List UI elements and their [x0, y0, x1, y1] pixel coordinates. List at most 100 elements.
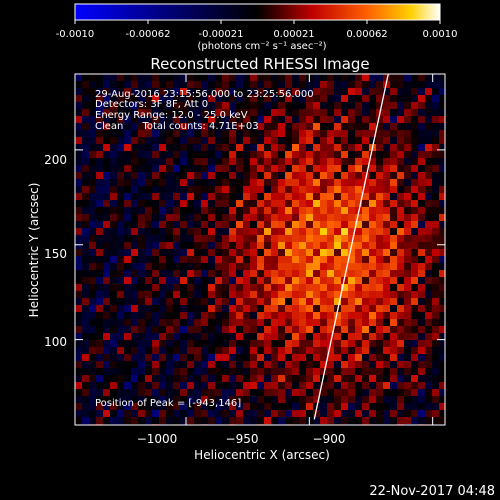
- heatmap-cell: [257, 88, 265, 96]
- heatmap-cell: [250, 291, 258, 299]
- heatmap-cell: [215, 270, 223, 278]
- heatmap-cell: [376, 312, 384, 320]
- heatmap-cell: [425, 410, 433, 418]
- heatmap-cell: [236, 312, 244, 320]
- heatmap-cell: [404, 214, 412, 222]
- heatmap-cell: [306, 256, 314, 264]
- heatmap-cell: [362, 333, 370, 341]
- heatmap-cell: [159, 347, 167, 355]
- heatmap-cell: [166, 158, 174, 166]
- heatmap-cell: [299, 347, 307, 355]
- heatmap-cell: [425, 354, 433, 362]
- heatmap-cell: [89, 242, 97, 250]
- heatmap-cell: [425, 116, 433, 124]
- heatmap-cell: [278, 88, 286, 96]
- heatmap-cell: [334, 319, 342, 327]
- heatmap-cell: [299, 326, 307, 334]
- heatmap-cell: [376, 368, 384, 376]
- heatmap-cell: [201, 256, 209, 264]
- heatmap-cell: [404, 130, 412, 138]
- heatmap-cell: [124, 410, 132, 418]
- heatmap-cell: [117, 165, 125, 173]
- heatmap-cell: [82, 396, 90, 404]
- heatmap-cell: [110, 165, 118, 173]
- heatmap-cell: [117, 403, 125, 411]
- heatmap-cell: [397, 284, 405, 292]
- heatmap-cell: [341, 270, 349, 278]
- heatmap-cell: [138, 361, 146, 369]
- heatmap-cell: [327, 207, 335, 215]
- heatmap-cell: [432, 368, 440, 376]
- heatmap-cell: [124, 193, 132, 201]
- heatmap-cell: [341, 158, 349, 166]
- heatmap-cell: [173, 312, 181, 320]
- heatmap-cell: [110, 319, 118, 327]
- heatmap-cell: [341, 305, 349, 313]
- heatmap-cell: [418, 410, 426, 418]
- heatmap-cell: [124, 396, 132, 404]
- heatmap-cell: [362, 277, 370, 285]
- heatmap-cell: [362, 221, 370, 229]
- heatmap-cell: [166, 123, 174, 131]
- heatmap-cell: [383, 186, 391, 194]
- heatmap-cell: [299, 214, 307, 222]
- heatmap-cell: [348, 389, 356, 397]
- heatmap-cell: [355, 410, 363, 418]
- heatmap-cell: [348, 326, 356, 334]
- heatmap-cell: [390, 179, 398, 187]
- heatmap-cell: [348, 249, 356, 257]
- heatmap-cell: [131, 109, 139, 117]
- heatmap-cell: [96, 137, 104, 145]
- heatmap-cell: [145, 102, 153, 110]
- heatmap-cell: [404, 403, 412, 411]
- heatmap-cell: [334, 179, 342, 187]
- heatmap-cell: [152, 382, 160, 390]
- heatmap-cell: [348, 312, 356, 320]
- heatmap-cell: [250, 375, 258, 383]
- heatmap-cell: [264, 116, 272, 124]
- heatmap-cell: [369, 102, 377, 110]
- heatmap-cell: [341, 368, 349, 376]
- heatmap-cell: [278, 151, 286, 159]
- heatmap-cell: [89, 382, 97, 390]
- heatmap-cell: [131, 326, 139, 334]
- heatmap-cell: [180, 361, 188, 369]
- heatmap-cell: [432, 151, 440, 159]
- heatmap-cell: [306, 382, 314, 390]
- heatmap-cell: [82, 249, 90, 257]
- heatmap-cell: [201, 305, 209, 313]
- heatmap-cell: [341, 74, 349, 82]
- heatmap-cell: [418, 102, 426, 110]
- heatmap-cell: [425, 256, 433, 264]
- heatmap-cell: [138, 137, 146, 145]
- heatmap-cell: [355, 312, 363, 320]
- heatmap-cell: [432, 277, 440, 285]
- heatmap-cell: [222, 186, 230, 194]
- heatmap-cell: [299, 333, 307, 341]
- heatmap-cell: [152, 403, 160, 411]
- heatmap-cell: [229, 151, 237, 159]
- heatmap-cell: [278, 333, 286, 341]
- heatmap-cell: [264, 340, 272, 348]
- heatmap-cell: [222, 137, 230, 145]
- heatmap-cell: [313, 319, 321, 327]
- heatmap-cell: [215, 200, 223, 208]
- heatmap-cell: [145, 382, 153, 390]
- x-axis-label: Heliocentric X (arcsec): [194, 448, 330, 462]
- heatmap-cell: [348, 81, 356, 89]
- heatmap-cell: [439, 403, 445, 411]
- heatmap-cell: [222, 144, 230, 152]
- heatmap-cell: [271, 172, 279, 180]
- heatmap-cell: [341, 242, 349, 250]
- heatmap-cell: [124, 340, 132, 348]
- heatmap-cell: [243, 144, 251, 152]
- heatmap-cell: [236, 410, 244, 418]
- heatmap-cell: [383, 123, 391, 131]
- heatmap-cell: [327, 123, 335, 131]
- heatmap-cell: [383, 102, 391, 110]
- heatmap-cell: [257, 298, 265, 306]
- heatmap-cell: [173, 291, 181, 299]
- heatmap-cell: [159, 417, 167, 425]
- heatmap-cell: [383, 340, 391, 348]
- heatmap-cell: [411, 375, 419, 383]
